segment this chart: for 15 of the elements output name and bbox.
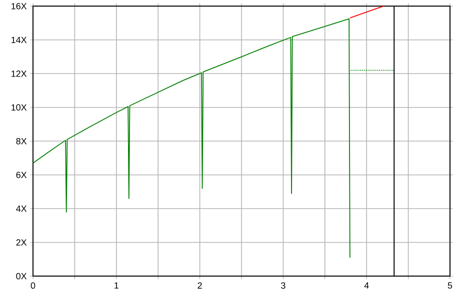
y-tick-label: 10X — [12, 104, 27, 111]
y-tick-label: 12X — [12, 70, 27, 77]
x-tick-label: 5 — [448, 282, 452, 289]
x-tick-label: 4 — [364, 282, 369, 288]
y-tick-label: 14X — [12, 36, 27, 43]
y-tick-label: 16X — [12, 2, 27, 10]
y-tick-label: 0X — [16, 272, 27, 280]
y-tick-label: 2X — [16, 239, 27, 246]
x-tick-label: 3 — [281, 282, 286, 289]
y-tick-label: 6X — [16, 172, 27, 178]
x-tick-label: 0 — [30, 282, 36, 289]
y-tick-label: 4X — [16, 205, 27, 212]
y-tick-label: 8X — [16, 138, 27, 144]
x-tick-label: 1 — [114, 282, 118, 288]
x-tick-label: 2 — [198, 282, 202, 289]
